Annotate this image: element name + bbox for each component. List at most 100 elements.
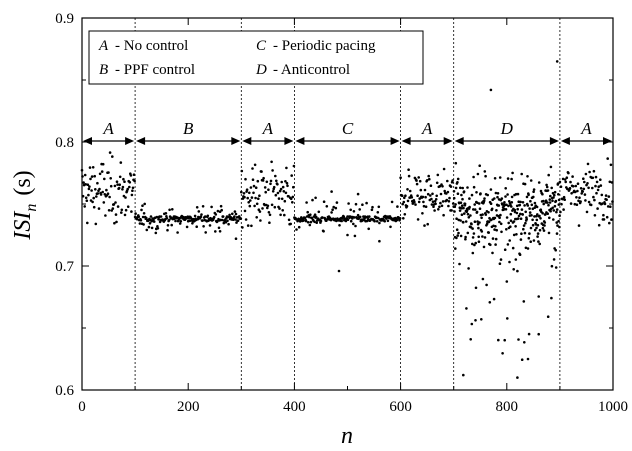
data-point-458 <box>321 216 324 219</box>
data-point-1201 <box>602 213 605 217</box>
data-point-1210 <box>606 205 610 208</box>
data-point-871 <box>494 243 497 246</box>
data-point-425 <box>303 216 307 220</box>
legend: A - No control B - PPF control C - Perio… <box>88 30 424 85</box>
data-point-350 <box>263 186 267 189</box>
data-point-681 <box>435 194 439 198</box>
data-point-283 <box>231 212 234 216</box>
data-point-362 <box>270 160 273 164</box>
data-point-983 <box>524 221 527 225</box>
data-point-740 <box>459 201 463 204</box>
data-point-1094 <box>553 204 557 208</box>
data-point-363 <box>270 203 274 207</box>
data-point-1097 <box>554 248 557 252</box>
data-point-928 <box>509 212 513 216</box>
data-point-374 <box>276 191 280 195</box>
data-point-926 <box>509 225 512 228</box>
data-point-757 <box>464 237 467 241</box>
data-point-1140 <box>569 202 573 205</box>
data-point-565 <box>378 221 381 225</box>
data-point-541 <box>365 201 368 205</box>
data-point-1001 <box>528 211 532 214</box>
data-point-988 <box>525 217 528 221</box>
data-point-386 <box>283 213 286 217</box>
data-point-953 <box>516 269 519 273</box>
data-point-973 <box>521 213 524 216</box>
data-point-1085 <box>551 199 554 203</box>
data-point-294 <box>236 219 240 222</box>
data-point-716 <box>453 210 456 213</box>
data-point-765 <box>466 186 469 189</box>
data-point-1143 <box>571 175 574 178</box>
data-point-948 <box>514 192 518 196</box>
data-point-828 <box>482 199 486 203</box>
data-point-93 <box>130 210 133 213</box>
data-point-300 <box>155 227 158 231</box>
y-tick-label-3: 0.9 <box>55 11 74 27</box>
data-point-814 <box>479 192 482 195</box>
data-point-517 <box>352 210 356 213</box>
data-point-688 <box>439 201 442 205</box>
data-point-347 <box>262 176 265 180</box>
data-point-72 <box>118 175 122 179</box>
data-point-770 <box>467 216 471 219</box>
legend-letter-c: C <box>256 38 267 54</box>
data-point-82 <box>124 196 127 199</box>
data-point-42 <box>103 177 106 181</box>
data-point-436 <box>309 220 313 224</box>
data-point-447 <box>315 221 319 224</box>
data-point-68 <box>116 205 120 208</box>
data-point-788 <box>472 175 475 179</box>
data-point-783 <box>471 242 474 246</box>
data-point-25 <box>94 188 97 191</box>
data-point-1117 <box>537 332 540 336</box>
data-point-1017 <box>533 215 536 218</box>
data-point-694 <box>442 213 445 217</box>
data-point-1003 <box>529 240 532 243</box>
data-point-664 <box>426 222 430 226</box>
data-point-121 <box>145 216 148 220</box>
data-point-639 <box>413 200 416 204</box>
data-point-1095 <box>553 190 557 194</box>
data-point-26 <box>94 222 98 226</box>
data-point-185 <box>178 222 182 225</box>
data-point-902 <box>502 207 506 211</box>
data-point-224 <box>199 215 203 218</box>
data-point-1015 <box>532 239 536 242</box>
data-point-854 <box>489 202 493 205</box>
data-point-913 <box>505 280 509 283</box>
data-point-1065 <box>545 185 549 189</box>
x-tick-label-4: 800 <box>496 399 519 415</box>
legend-letter-a: A <box>98 38 109 54</box>
data-point-117 <box>142 212 146 215</box>
data-point-604 <box>398 217 402 220</box>
data-point-654 <box>421 212 424 215</box>
data-point-1128 <box>563 198 566 201</box>
data-point-766 <box>466 231 470 235</box>
data-point-1056 <box>543 221 547 224</box>
data-point-11 <box>86 183 90 186</box>
data-point-101 <box>134 212 137 215</box>
data-point-599 <box>396 205 399 208</box>
data-point-753 <box>463 212 466 215</box>
data-point-1073 <box>548 216 551 220</box>
data-point-301 <box>176 231 179 234</box>
data-point-266 <box>221 215 225 218</box>
data-point-859 <box>491 251 494 255</box>
data-point-1178 <box>589 203 593 207</box>
data-point-337 <box>257 197 260 200</box>
data-point-416 <box>298 220 302 223</box>
data-point-1165 <box>583 180 586 184</box>
data-point-658 <box>423 224 426 227</box>
data-point-546 <box>368 215 371 218</box>
data-point-66 <box>115 180 119 183</box>
y-tick-label-2: 0.8 <box>55 135 74 151</box>
data-point-552 <box>371 205 374 209</box>
data-point-684 <box>437 208 440 211</box>
data-point-130 <box>149 215 153 218</box>
data-point-422 <box>302 219 305 222</box>
data-point-606 <box>330 190 333 193</box>
data-point-551 <box>370 208 374 212</box>
data-point-46 <box>105 188 108 192</box>
data-point-1014 <box>532 190 535 193</box>
